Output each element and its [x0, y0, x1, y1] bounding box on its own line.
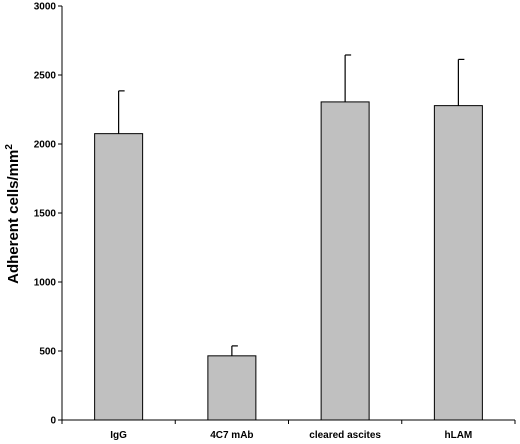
y-axis-title-superscript: 2	[4, 144, 15, 150]
y-axis: 0 500 1000 1500 2000 2500 3000	[34, 2, 63, 427]
y-tick-label: 0	[50, 416, 56, 427]
y-tick-label: 1000	[34, 278, 57, 289]
x-axis: IgG 4C7 mAb cleared ascites hLAM	[61, 419, 516, 441]
x-tick-label: hLAM	[444, 430, 472, 441]
x-tick-label: IgG	[110, 430, 127, 441]
bar	[207, 355, 257, 421]
y-axis-title: Adherent cells/mm2	[4, 144, 22, 284]
y-tick-label: 3000	[34, 2, 57, 13]
bar	[94, 133, 144, 421]
y-tick-label: 1500	[34, 209, 57, 220]
x-tick-label: cleared ascites	[309, 430, 381, 441]
x-tick-label: 4C7 mAb	[210, 430, 253, 441]
y-tick-label: 2000	[34, 140, 57, 151]
y-axis-title-text: Adherent cells/mm	[5, 150, 22, 284]
y-tick-label: 2500	[34, 71, 57, 82]
bars	[94, 101, 483, 421]
y-tick-label: 500	[39, 347, 56, 358]
bar	[433, 105, 483, 421]
bar	[320, 101, 370, 421]
error-bars	[118, 54, 465, 356]
